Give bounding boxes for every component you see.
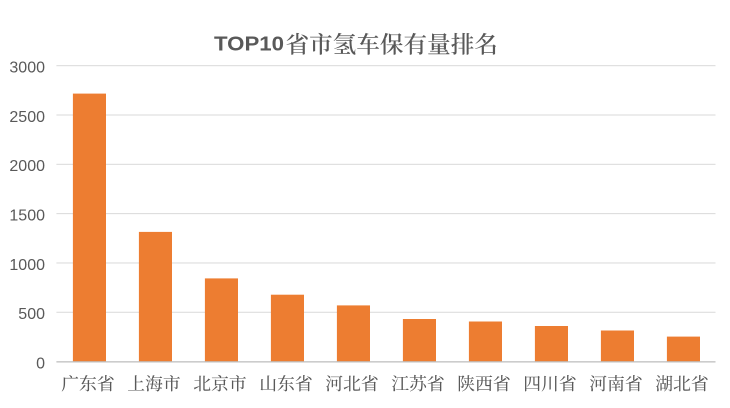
svg-text:2500: 2500 [9,109,45,126]
svg-text:500: 500 [18,306,45,323]
svg-text:0: 0 [36,355,45,372]
svg-text:2000: 2000 [9,158,45,175]
svg-text:TOP10: TOP10 [214,34,284,56]
svg-text:1500: 1500 [9,207,45,224]
svg-text:3000: 3000 [9,60,45,77]
svg-text:1000: 1000 [9,257,45,274]
